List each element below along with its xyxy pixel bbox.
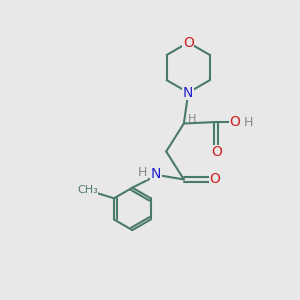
Text: N: N [151, 167, 161, 181]
Text: CH₃: CH₃ [77, 185, 98, 195]
Text: H: H [137, 166, 147, 179]
Text: H: H [188, 114, 196, 124]
Text: H: H [244, 116, 253, 128]
Text: N: N [183, 85, 194, 100]
Text: O: O [183, 35, 194, 50]
Text: O: O [211, 146, 222, 159]
Text: O: O [209, 172, 220, 186]
Text: O: O [230, 115, 240, 129]
